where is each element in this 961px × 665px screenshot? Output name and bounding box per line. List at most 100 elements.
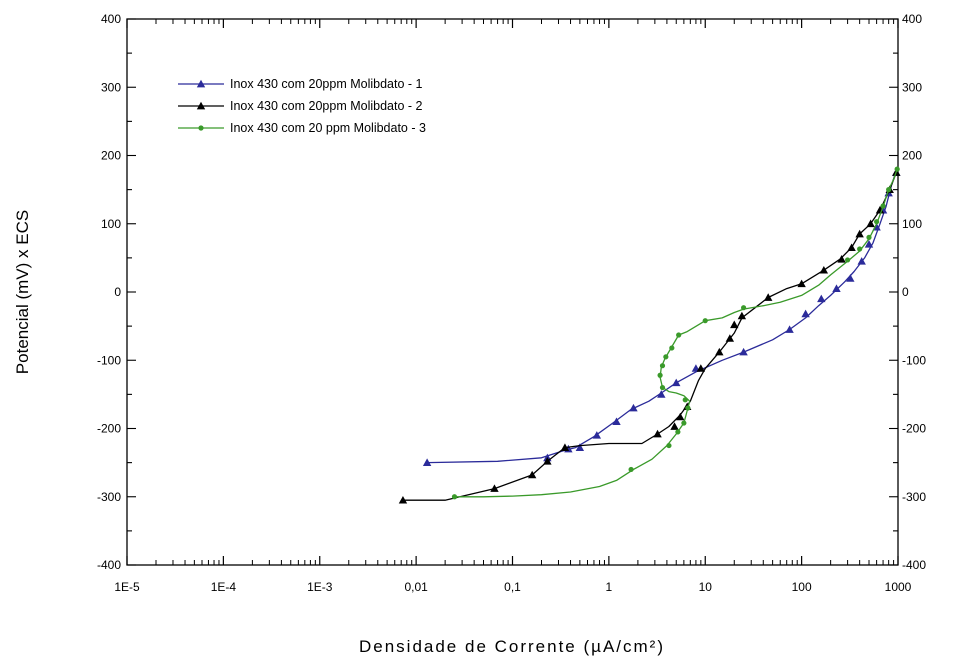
y-tick-labels-right: -400 -300 -200 -100 0 100 200 300 400 [902,12,926,572]
data-point [730,320,739,329]
legend-label: Inox 430 com 20ppm Molibdato - 2 [230,99,423,113]
data-point [560,443,570,451]
data-point [670,422,679,430]
x-tick-label: 1E-3 [307,580,333,594]
legend-item: Inox 430 com 20 ppm Molibdato - 3 [178,121,426,135]
data-point [737,311,747,320]
data-point [657,372,663,378]
y-tick-label-right: 0 [902,285,909,299]
data-point [866,219,875,228]
series-2 [398,168,901,504]
y-axis-title: Potencial (mV) x ECS [13,210,32,374]
data-point [676,332,682,338]
series-1 [422,168,901,466]
data-point [715,347,724,356]
data-point [663,354,669,360]
y-tick-label-right: 200 [902,149,922,163]
data-point [817,294,826,303]
y-tick-labels-left: -400 -300 -200 -100 0 100 200 300 400 [97,12,121,572]
data-point [864,240,874,248]
data-point [725,334,735,342]
data-point [653,429,662,438]
data-point [846,274,855,282]
data-point [527,470,537,479]
data-point [628,466,634,473]
y-tick-label: 0 [114,285,121,299]
data-point [675,429,681,435]
x-tick-label: 1000 [885,580,912,594]
legend-label: Inox 430 com 20 ppm Molibdato - 3 [230,121,426,135]
data-point [797,279,806,288]
data-point [575,443,585,451]
data-point [886,187,892,193]
data-point [764,293,773,301]
data-point [785,325,794,333]
y-tick-label-right: 100 [902,217,922,231]
axis-ticks [126,18,899,566]
data-point [451,494,458,500]
data-point [741,305,747,311]
x-tick-label: 1E-4 [211,580,237,594]
data-point [666,442,672,449]
data-point [659,384,666,391]
data-point [629,403,638,412]
data-point [875,205,885,214]
y-tick-label-right: 300 [902,80,922,94]
data-point [657,390,666,398]
legend-label: Inox 430 com 20ppm Molibdato - 1 [230,77,423,91]
y-tick-label: 300 [101,80,121,94]
y-tick-label: -200 [97,422,121,436]
data-point [422,458,432,466]
data-point [880,203,886,209]
x-tick-label: 1 [606,580,613,594]
y-tick-label: 400 [101,12,121,26]
data-point [801,309,810,318]
data-point [702,318,708,324]
x-tick-label: 0,01 [404,580,428,594]
y-tick-label-right: -400 [902,558,926,572]
y-tick-label-right: -200 [902,422,926,436]
data-point [685,405,691,411]
legend-marker [198,125,204,131]
x-axis-title: Densidade de Corrente (µA/cm²) [359,637,665,656]
y-tick-label-right: 400 [902,12,922,26]
series-3 [451,166,900,500]
data-point [819,265,829,274]
data-point [857,246,863,252]
data-point [612,417,621,426]
series-layer [398,166,901,504]
data-point [681,420,687,426]
y-tick-label: 100 [101,217,121,231]
x-tick-label: 0,1 [504,580,521,594]
series-line [427,170,897,464]
data-point [847,243,856,251]
data-point [669,345,675,351]
y-tick-label: -100 [97,353,121,367]
x-tick-label: 1E-5 [114,580,140,594]
data-point [490,484,499,492]
data-point [543,457,552,465]
data-point [676,412,685,421]
legend-item: Inox 430 com 20ppm Molibdato - 2 [178,99,423,113]
data-point [837,255,846,263]
series-line [403,172,897,501]
data-point [845,257,851,263]
data-point [672,378,681,387]
x-tick-label: 10 [699,580,713,594]
series-line [454,168,898,498]
y-tick-label-right: -100 [902,353,926,367]
x-tick-labels: 1E-5 1E-4 1E-3 0,01 0,1 1 10 100 1000 [114,580,911,594]
data-point [894,166,900,172]
legend-marker [196,101,206,110]
data-point [739,347,748,356]
data-point [659,363,666,369]
data-point [398,495,408,504]
x-tick-label: 100 [792,580,812,594]
data-point [592,431,602,439]
data-point [682,397,688,403]
data-point [874,219,880,225]
data-point [832,284,841,292]
y-tick-label: -400 [97,558,121,572]
data-point [696,364,706,372]
